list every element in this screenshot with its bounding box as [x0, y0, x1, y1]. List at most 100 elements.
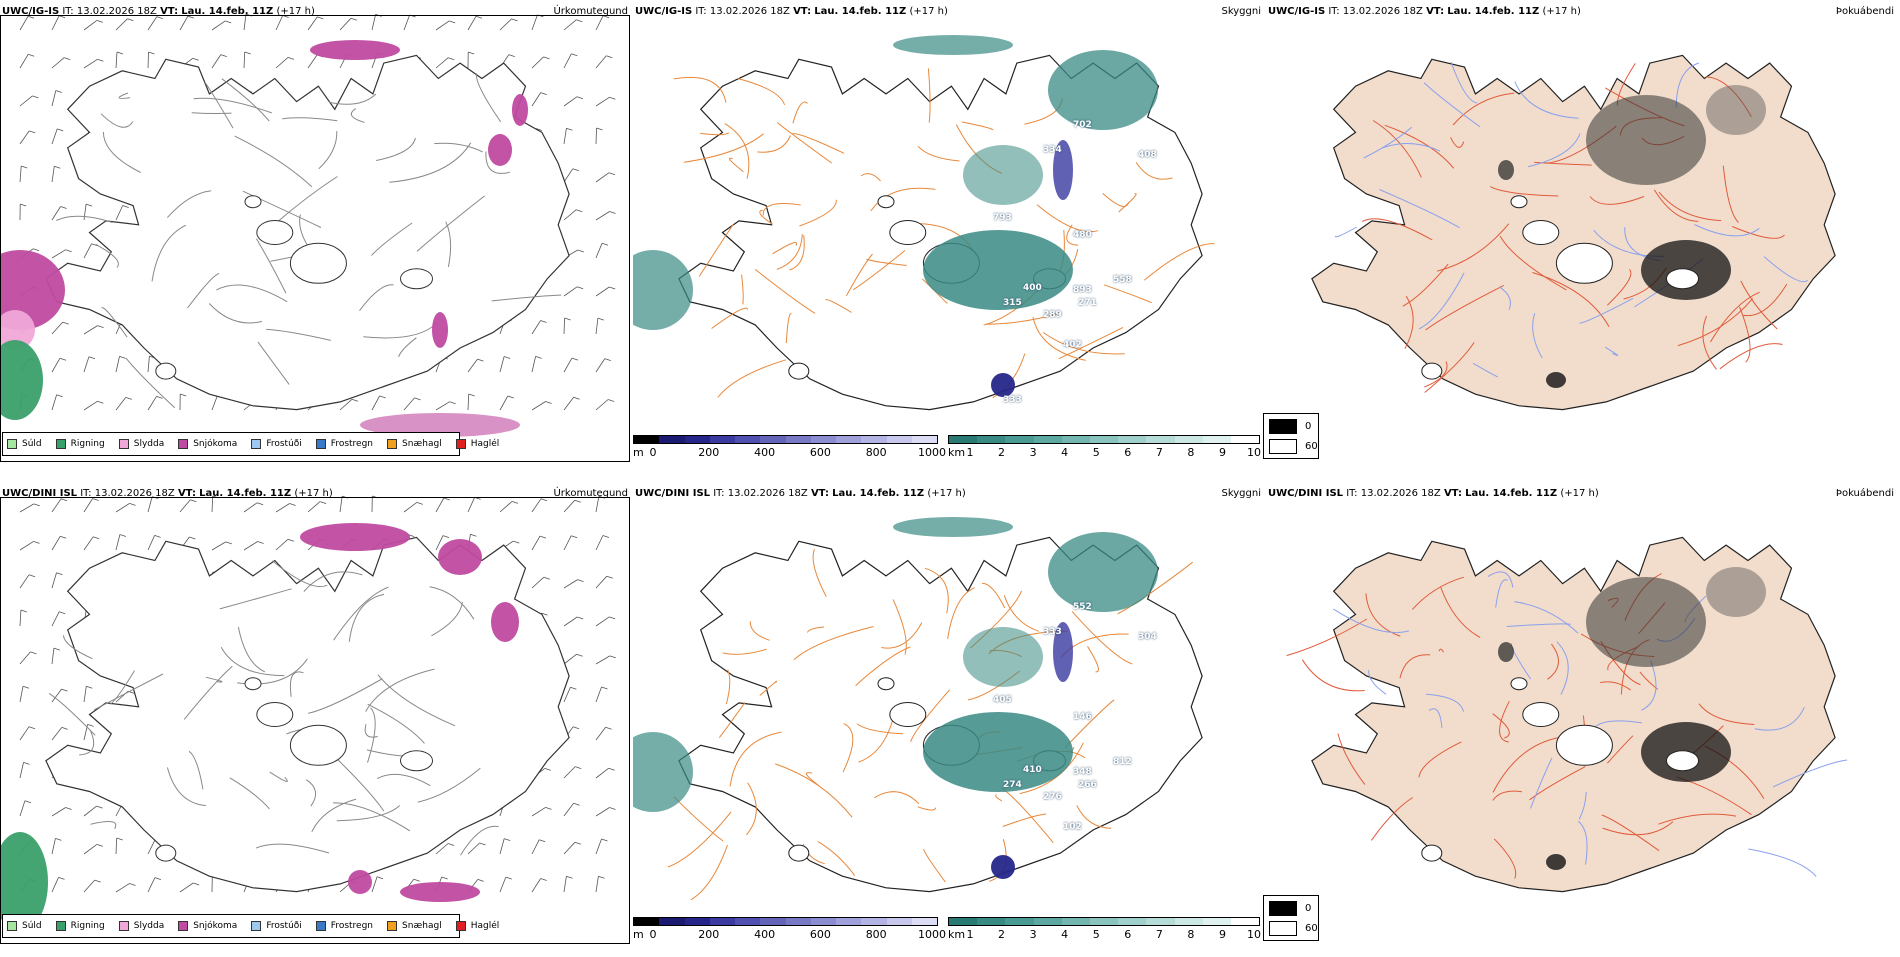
- elevation-label: 334: [1043, 145, 1062, 155]
- colorbar-swatch: [1034, 436, 1062, 443]
- fog-area: [1586, 95, 1706, 185]
- elevation-label: 146: [1073, 712, 1092, 722]
- low-visibility-area: [633, 732, 693, 812]
- colorbar-tick: 2: [998, 446, 1005, 459]
- glacier-outline: [401, 751, 433, 771]
- vt-label: VT:: [160, 6, 178, 17]
- wind-barb: [84, 880, 101, 892]
- wind-barb: [596, 400, 614, 411]
- wind-barb: [500, 877, 512, 892]
- wind-barb: [212, 21, 231, 30]
- wind-barb: [20, 204, 26, 220]
- wind-barb: [564, 128, 572, 144]
- legend-item: Haglél: [456, 921, 500, 931]
- fog-legend-label: 60: [1305, 923, 1318, 934]
- road-line: [1335, 227, 1356, 237]
- legend-item: Frostúði: [251, 921, 301, 931]
- iceland-coastline: [46, 537, 569, 891]
- fog-area: [1586, 577, 1706, 667]
- rain-area: [0, 340, 43, 420]
- wind-barb: [564, 767, 581, 778]
- legend-label: Frostregn: [331, 921, 373, 931]
- wind-barb: [532, 93, 547, 106]
- snow-area: [310, 40, 400, 60]
- wind-barb: [564, 210, 582, 220]
- road-line: [726, 670, 729, 704]
- wind-barb: [596, 576, 613, 588]
- glacier-outline: [878, 678, 894, 690]
- visibility-map: [633, 482, 1263, 947]
- legend-swatch: [251, 921, 261, 931]
- glacier-outline: [789, 845, 809, 861]
- wind-barb: [596, 808, 616, 817]
- wind-barb: [148, 535, 161, 550]
- wind-barb: [84, 357, 95, 372]
- fog-indicator-panel: UWC/IG-IS IT: 13.02.2026 18Z VT: Lau. 14…: [1266, 0, 1896, 465]
- it-value: 13.02.2026 18Z: [728, 488, 808, 499]
- wind-barb: [20, 652, 36, 664]
- legend-swatch: [456, 921, 466, 931]
- fog-legend-row: 60: [1269, 921, 1318, 936]
- glacier-outline: [245, 678, 261, 690]
- vt-value: Lau. 14.feb. 11Z: [814, 6, 906, 17]
- glacier-outline: [1422, 363, 1442, 379]
- elevation-label: 793: [993, 213, 1012, 223]
- wind-barb: [84, 806, 103, 816]
- legend-item: Frostregn: [316, 921, 373, 931]
- wind-barb: [116, 535, 126, 551]
- colorbar-swatch: [1203, 918, 1231, 925]
- it-label: IT:: [1346, 488, 1357, 499]
- legend-swatch: [316, 921, 326, 931]
- wind-barb: [468, 52, 474, 68]
- legend-item: Snjókoma: [178, 921, 237, 931]
- wind-barb: [564, 617, 583, 626]
- fog-legend-swatch: [1269, 439, 1297, 454]
- panel-title: Skyggni: [1221, 4, 1261, 20]
- it-label: IT:: [80, 488, 91, 499]
- road-line: [718, 360, 786, 398]
- colorbar-swatch: [735, 918, 760, 925]
- fog-legend-swatch: [1269, 901, 1297, 916]
- low-visibility-area: [923, 230, 1073, 310]
- colorbar-tick: 0: [650, 928, 657, 941]
- legend-swatch: [387, 921, 397, 931]
- legend-swatch: [316, 439, 326, 449]
- glacier-outline: [890, 703, 926, 727]
- wind-barb: [404, 398, 421, 410]
- snow-area: [432, 312, 448, 348]
- snow-area: [491, 602, 519, 642]
- colorbar-tick: 200: [698, 928, 719, 941]
- colorbar-unit: km: [948, 446, 965, 459]
- glacier-outline: [890, 221, 926, 245]
- glacier-outline: [1422, 845, 1442, 861]
- panel-header: UWC/DINI ISL IT: 13.02.2026 18Z VT: Lau.…: [1268, 486, 1894, 502]
- colorbar-swatch: [887, 918, 912, 925]
- fog-legend-row: 60: [1269, 439, 1318, 454]
- panel-title: Þokuábendi: [1836, 4, 1894, 20]
- wind-barb: [596, 536, 609, 551]
- colorbar-tick: 10: [1247, 928, 1261, 941]
- wind-barb: [532, 840, 545, 854]
- elevation-label: 410: [1023, 765, 1042, 775]
- wind-barb: [596, 56, 612, 68]
- glacier-outline: [878, 196, 894, 208]
- legend-label: Snjókoma: [193, 439, 237, 449]
- wind-barb: [20, 541, 40, 550]
- colorbar-tick: 0: [650, 446, 657, 459]
- glacier-outline: [257, 703, 293, 727]
- wind-barb: [468, 394, 475, 410]
- elevation-label: 893: [1073, 285, 1092, 295]
- wind-barb: [20, 54, 34, 68]
- wind-barb: [500, 396, 514, 410]
- wind-barb: [52, 166, 60, 182]
- panel-header: UWC/DINI ISL IT: 13.02.2026 18Z VT: Lau.…: [2, 486, 628, 502]
- elevation-label: 289: [1043, 310, 1062, 320]
- legend-item: Snæhagl: [387, 921, 442, 931]
- wind-barb: [564, 580, 584, 588]
- legend-swatch: [456, 439, 466, 449]
- snow-area: [300, 523, 410, 551]
- colorbar-swatch: [861, 436, 886, 443]
- wind-barb: [532, 321, 547, 335]
